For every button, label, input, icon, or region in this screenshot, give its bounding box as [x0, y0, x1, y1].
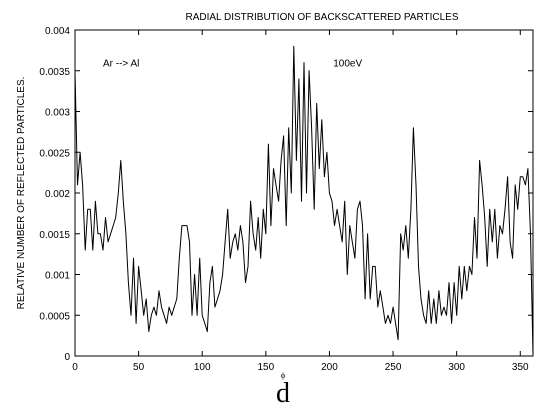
- y-tick-label: 0.0025: [39, 148, 70, 159]
- x-tick-label: 0: [72, 362, 78, 373]
- x-tick-label: 150: [257, 362, 274, 373]
- x-tick-label: 350: [512, 362, 529, 373]
- y-axis-label: RELATIVE NUMBER OF REFLECTED PARTICLES.: [16, 77, 27, 310]
- x-axis-label: d: [276, 378, 290, 408]
- x-tick-label: 100: [194, 362, 211, 373]
- y-tick-label: 0.003: [45, 108, 70, 119]
- y-tick-label: 0.0005: [39, 311, 70, 322]
- annotations: Ar --> Al 100eV: [103, 59, 363, 70]
- y-tick-label: 0.002: [45, 189, 70, 200]
- annotation-label: 100eV: [333, 59, 362, 70]
- y-tick-label: 0: [64, 352, 70, 363]
- series-line-0: [74, 45, 534, 357]
- x-axis-label-subscript: ϕ: [281, 371, 285, 380]
- y-tick-label: 0.0015: [39, 230, 70, 241]
- y-tick-label: 0.001: [45, 271, 70, 282]
- y-tick-label: 0.004: [45, 26, 70, 37]
- annotation-label: Ar --> Al: [103, 59, 139, 70]
- x-tick-label: 300: [448, 362, 465, 373]
- y-tick-label: 0.0035: [39, 67, 70, 78]
- x-tick-label: 250: [385, 362, 402, 373]
- x-tick-label: 50: [133, 362, 145, 373]
- y-axis-ticks: 0 0.0005 0.001 0.0015 0.002 0.0025 0.003 0.0035…: [39, 26, 533, 363]
- x-axis-ticks: 0 50 100 150 200 250 300 350: [72, 30, 529, 373]
- series-layer: [74, 45, 534, 357]
- x-tick-label: 200: [321, 362, 338, 373]
- chart-title: RADIAL DISTRIBUTION OF BACKSCATTERED PAR…: [185, 12, 458, 23]
